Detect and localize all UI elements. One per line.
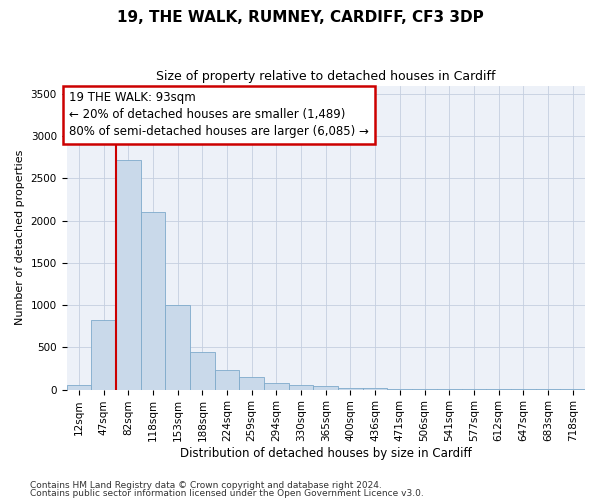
Bar [338, 388, 363, 390]
Bar [215, 370, 239, 390]
Text: Contains HM Land Registry data © Crown copyright and database right 2024.: Contains HM Land Registry data © Crown c… [30, 481, 382, 490]
Bar [412, 389, 437, 390]
Bar [190, 352, 215, 390]
Bar [67, 384, 91, 390]
Bar [116, 160, 140, 390]
Bar [388, 389, 412, 390]
Bar [313, 386, 338, 390]
Bar [363, 388, 388, 390]
Title: Size of property relative to detached houses in Cardiff: Size of property relative to detached ho… [156, 70, 496, 83]
Text: 19 THE WALK: 93sqm
← 20% of detached houses are smaller (1,489)
80% of semi-deta: 19 THE WALK: 93sqm ← 20% of detached hou… [69, 92, 369, 138]
Bar [165, 305, 190, 390]
Bar [239, 376, 264, 390]
Bar [140, 212, 165, 390]
Bar [91, 320, 116, 390]
Bar [264, 384, 289, 390]
Text: Contains public sector information licensed under the Open Government Licence v3: Contains public sector information licen… [30, 488, 424, 498]
Bar [289, 385, 313, 390]
Text: 19, THE WALK, RUMNEY, CARDIFF, CF3 3DP: 19, THE WALK, RUMNEY, CARDIFF, CF3 3DP [116, 10, 484, 25]
Y-axis label: Number of detached properties: Number of detached properties [15, 150, 25, 326]
X-axis label: Distribution of detached houses by size in Cardiff: Distribution of detached houses by size … [180, 447, 472, 460]
